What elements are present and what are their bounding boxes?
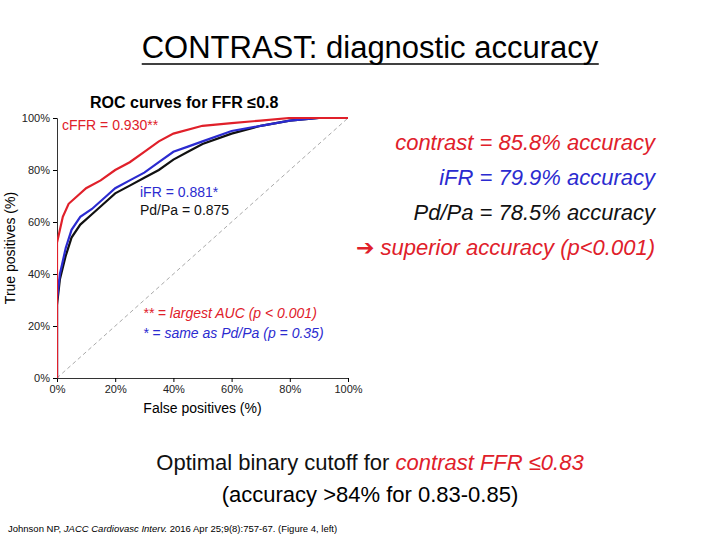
- annotation: * = same as Pd/Pa (p = 0.35): [143, 325, 324, 341]
- slide-title: CONTRAST: diagnostic accuracy: [142, 30, 599, 65]
- y-tick: 100%: [22, 112, 57, 124]
- x-tick: 20%: [105, 378, 127, 395]
- cutoff-line: Optimal binary cutoff for contrast FFR ≤…: [156, 450, 584, 475]
- x-tick-label: 40%: [163, 383, 185, 395]
- citation: Johnson NP, JACC Cardiovasc Interv. 2016…: [8, 523, 337, 534]
- x-tick-label: 0%: [50, 383, 66, 395]
- result-line: contrast = 85.8% accuracy: [395, 130, 657, 155]
- chart: ROC curves for FFR ≤0.8 0% 20% 40% 60% 80% 100…: [2, 94, 363, 416]
- x-axis-line: [58, 379, 349, 383]
- plot-lines: [57, 118, 348, 378]
- y-tick-label: 100%: [22, 112, 50, 124]
- x-tick: 100%: [334, 378, 362, 395]
- y-tick-mark: [53, 378, 57, 379]
- citation-segment: JACC Cardiovasc Interv.: [63, 523, 167, 534]
- x-tick-label: 20%: [105, 383, 127, 395]
- x-axis: 0% 20% 40% 60% 80% 100%: [50, 378, 363, 395]
- x-axis-title: False positives (%): [143, 400, 261, 416]
- roc-curve: [57, 118, 348, 378]
- y-tick-label: 40%: [28, 268, 50, 280]
- y-tick-label: 20%: [28, 320, 50, 332]
- reference-line: [57, 118, 348, 378]
- series-label: iFR = 0.881*: [140, 184, 219, 200]
- x-tick-mark: [173, 378, 174, 382]
- x-tick: 60%: [221, 378, 243, 395]
- x-tick-label: 60%: [221, 383, 243, 395]
- title-underline: [142, 63, 599, 65]
- y-tick-label: 80%: [28, 164, 50, 176]
- series-label: cFFR = 0.930**: [62, 117, 159, 133]
- x-tick-mark: [232, 378, 233, 382]
- result-line: ➔ superior accuracy (p<0.001): [356, 235, 655, 260]
- chart-title: ROC curves for FFR ≤0.8: [90, 94, 278, 111]
- y-tick-label: 0%: [34, 372, 50, 384]
- x-tick-label: 80%: [279, 383, 301, 395]
- y-tick: 40%: [28, 268, 57, 280]
- cutoff-segment: Optimal binary cutoff for: [156, 450, 395, 475]
- slide: CONTRAST: diagnostic accuracy ROC curves …: [0, 0, 720, 540]
- y-axis-title: True positives (%): [2, 192, 18, 304]
- y-tick-label: 60%: [28, 216, 50, 228]
- x-tick-mark: [348, 378, 349, 382]
- series-label: Pd/Pa = 0.875: [140, 202, 229, 218]
- x-tick: 0%: [50, 378, 66, 395]
- annotation: ** = largest AUC (p < 0.001): [143, 305, 317, 321]
- roc-curve: [57, 118, 348, 378]
- x-tick-mark: [115, 378, 116, 382]
- x-tick-label: 100%: [334, 383, 362, 395]
- cutoff-note: (accuracy >84% for 0.83-0.85): [222, 482, 519, 507]
- result-line: iFR = 79.9% accuracy: [439, 165, 657, 190]
- y-tick-mark: [53, 326, 57, 327]
- y-tick: 20%: [28, 320, 57, 332]
- y-tick-mark: [53, 170, 57, 171]
- y-tick: 80%: [28, 164, 57, 176]
- cutoff-segment: contrast FFR ≤0.83: [396, 450, 585, 475]
- y-tick: 0%: [34, 372, 57, 384]
- y-tick: 60%: [28, 216, 57, 228]
- citation-segment: 2016 Apr 25;9(8):757-67. (Figure 4, left…: [167, 523, 337, 534]
- y-axis: 0% 20% 40% 60% 80% 100%: [22, 112, 58, 384]
- roc-curve: [57, 118, 348, 378]
- x-tick-mark: [290, 378, 291, 382]
- x-tick: 80%: [279, 378, 301, 395]
- y-axis-line: [53, 119, 58, 379]
- x-tick: 40%: [163, 378, 185, 395]
- y-tick-mark: [53, 118, 57, 119]
- result-line: Pd/Pa = 78.5% accuracy: [413, 200, 657, 225]
- y-tick-mark: [53, 274, 57, 275]
- y-tick-mark: [53, 222, 57, 223]
- citation-segment: Johnson NP,: [8, 523, 64, 534]
